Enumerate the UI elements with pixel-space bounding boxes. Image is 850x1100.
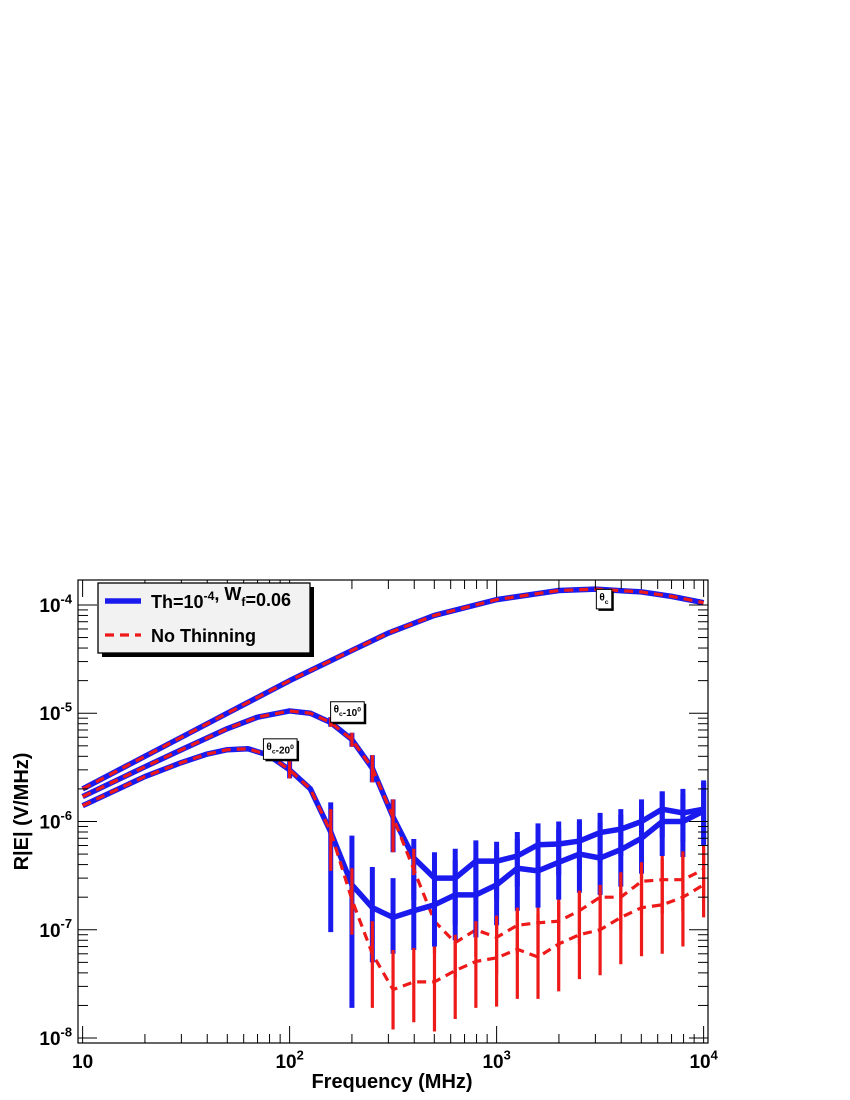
axis-labels: 10 102 103 104 10-8 10-7 10-6 10-5 10-4 Frequency… (11, 591, 719, 1093)
x-tick-label: 104 (689, 1047, 718, 1073)
y-tick-label: 10-6 (39, 808, 72, 834)
series-line (81, 747, 705, 992)
series-line (81, 709, 705, 945)
series-5 (81, 747, 706, 1032)
y-axis-label: R|E| (V/MHz) (11, 753, 33, 871)
legend: Th=10-4, Wf=0.06 No Thinning (97, 582, 314, 657)
curve-tags: θc θc-100 θc-200 (262, 588, 614, 762)
x-axis-label: Frequency (MHz) (311, 1071, 472, 1093)
curve-tag-box (595, 588, 613, 610)
series-1 (81, 587, 704, 791)
curve-tag: θc (595, 588, 614, 611)
x-tick-label: 102 (275, 1047, 303, 1073)
y-tick-label: 10-7 (39, 916, 72, 942)
curve-tag-box (330, 701, 365, 723)
curve-tag-text: θc-200 (266, 742, 294, 757)
series-line (81, 587, 704, 791)
y-tick-label: 10-5 (39, 700, 72, 726)
legend-box (97, 582, 311, 654)
curve-tag-text: θc-100 (334, 705, 362, 720)
y-tick-label: 10-8 (39, 1024, 72, 1050)
x-tick-label: 103 (482, 1047, 510, 1073)
curve-tag: θc-100 (330, 701, 367, 725)
curve-tag-text: θc (599, 592, 608, 606)
axes-frame (77, 579, 709, 1044)
y-tick-label: 10-4 (39, 591, 72, 617)
legend-label: No Thinning (151, 626, 256, 646)
legend-label: Th=10-4, Wf=0.06 (151, 584, 291, 612)
plot-frame (77, 579, 709, 1044)
series-layer (81, 586, 707, 1032)
curve-tag: θc-200 (262, 738, 300, 762)
x-tick-label: 10 (72, 1052, 93, 1073)
curve-tag-box (262, 738, 298, 760)
